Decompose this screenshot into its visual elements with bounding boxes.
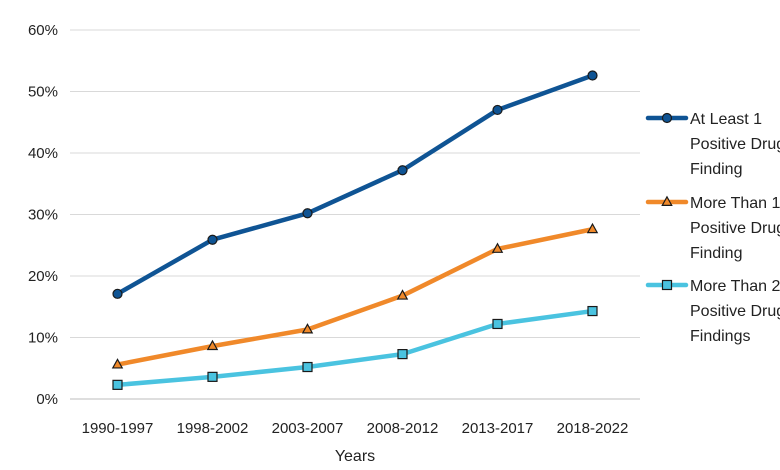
data-point — [492, 318, 503, 330]
series — [112, 70, 598, 299]
series — [111, 222, 599, 369]
data-point — [206, 339, 219, 351]
x-tick-label: 1990-1997 — [82, 420, 154, 437]
y-tick-label: 40% — [28, 145, 58, 162]
data-point — [112, 288, 123, 299]
legend-item: At Least 1 Positive Drug Finding — [645, 111, 780, 178]
gridlines — [70, 29, 640, 400]
legend-label: Positive Drug — [690, 136, 780, 153]
series-line — [115, 227, 595, 367]
y-tick-label: 60% — [28, 22, 58, 39]
data-point — [491, 242, 504, 253]
y-axis-ticks: 0% 10% 20% 30% 40% 50% 60% — [28, 22, 58, 408]
legend-label: Finding — [690, 161, 742, 178]
data-point — [492, 104, 503, 116]
data-point — [111, 358, 124, 369]
data-point — [112, 379, 123, 390]
series — [112, 305, 598, 390]
data-point — [397, 165, 408, 176]
data-point — [302, 361, 313, 373]
series-line — [115, 73, 595, 297]
x-tick-label: 2013-2017 — [462, 420, 534, 437]
y-tick-label: 20% — [28, 268, 58, 285]
y-tick-label: 30% — [28, 207, 58, 224]
legend-label: Positive Drug — [690, 303, 780, 320]
x-tick-label: 1998-2002 — [177, 420, 249, 437]
legend-label: More Than 1 — [690, 195, 780, 212]
legend-label: At Least 1 — [690, 111, 762, 128]
legend-marker — [661, 112, 673, 124]
x-axis-ticks: 1990-1997 1998-2002 2003-2007 2008-2012 2013… — [82, 420, 629, 437]
data-point — [396, 289, 409, 300]
x-tick-label: 2018-2022 — [557, 420, 629, 437]
legend-item: More Than 2 Positive Drug Findings — [645, 278, 780, 345]
series-line — [115, 308, 595, 388]
x-axis-title: Years — [335, 448, 375, 465]
data-point — [397, 349, 408, 360]
y-tick-label: 0% — [36, 391, 58, 408]
legend-marker — [661, 279, 673, 291]
legend-label: More Than 2 — [690, 278, 780, 295]
data-point — [207, 371, 218, 382]
legend-marker — [661, 195, 673, 206]
y-tick-label: 50% — [28, 84, 58, 101]
data-point — [302, 208, 313, 219]
legend-item: More Than 1 Positive Drug Finding — [645, 195, 780, 262]
data-point — [586, 222, 599, 234]
y-tick-label: 10% — [28, 330, 58, 347]
x-tick-label: 2008-2012 — [367, 420, 439, 437]
series-group — [111, 70, 599, 390]
x-tick-label: 2003-2007 — [272, 420, 344, 437]
legend-label: Positive Drug — [690, 220, 780, 237]
legend-label: Findings — [690, 328, 750, 345]
data-point — [207, 234, 218, 245]
data-point — [587, 305, 598, 317]
legend-label: Finding — [690, 245, 742, 262]
data-point — [587, 70, 598, 81]
data-point — [301, 323, 314, 334]
